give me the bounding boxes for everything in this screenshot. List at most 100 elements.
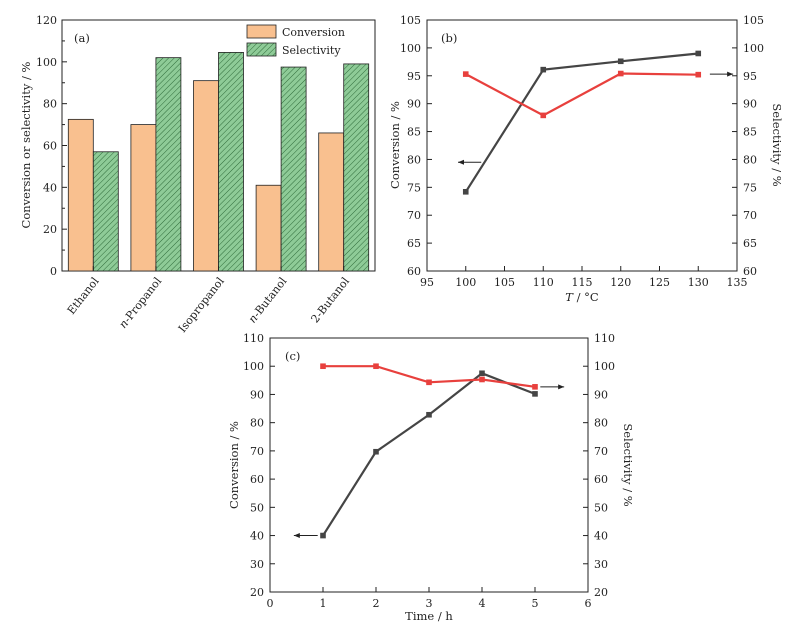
bar-conversion-isopropanol (193, 80, 219, 272)
chart-a-y-tick-label: 120 (36, 14, 57, 27)
chart-c-y-tick-label: 40 (250, 530, 264, 543)
chart-b-x-tick-label: 130 (688, 276, 709, 289)
chart-b-x-tick-label: 125 (649, 276, 670, 289)
bar-selectivity-ethanol (92, 151, 119, 272)
chart-c-point-conversion (320, 532, 326, 539)
chart-b-y-tick-label: 65 (407, 237, 421, 250)
chart-b-y-right-tick-label: 95 (743, 70, 757, 83)
chart-c-y-tick-label: 50 (250, 501, 264, 514)
chart-a-legend: Conversion Selectivity (246, 24, 345, 57)
chart-c-y-right-tick-label: 40 (594, 530, 608, 543)
chart-b-y-right-tick-label: 80 (743, 153, 757, 166)
chart-c-y-tick-label: 30 (250, 558, 264, 571)
chart-c-point-conversion (426, 411, 432, 418)
chart-a-y-tick-label: 0 (50, 265, 57, 278)
bar-conversion-2-butanol (318, 132, 345, 272)
chart-b-y-axis-right-label: Selectivity / % (770, 103, 784, 186)
chart-c-point-selectivity (373, 363, 379, 370)
chart-c-y-right-tick-label: 70 (594, 445, 608, 458)
chart-b-y-right-tick-label: 90 (743, 98, 757, 111)
chart-b-x-tick-label: 105 (494, 276, 515, 289)
chart-b-y-tick-label: 95 (407, 70, 421, 83)
chart-c-point-conversion (373, 448, 379, 455)
chart-c-point-selectivity (426, 379, 432, 386)
chart-a-y-tick-label: 80 (43, 98, 57, 111)
chart-b-x-axis-label: T / °C (565, 290, 599, 304)
chart-a-panel-label: (a) (74, 31, 90, 45)
chart-a-y-tick-label: 60 (43, 140, 57, 153)
chart-b-x-tick-label: 120 (610, 276, 631, 289)
chart-b-y-right-tick-label: 75 (743, 181, 757, 194)
chart-a-x-tick-label: n-Propanol (117, 274, 165, 330)
chart-c-point-selectivity (479, 376, 485, 383)
chart-c-y-tick-label: 20 (250, 586, 264, 599)
chart-c-y-right-tick-label: 100 (594, 360, 615, 373)
bar-conversion-n-propanol (130, 124, 157, 272)
chart-c-y-right-tick-label: 20 (594, 586, 608, 599)
chart-c-y-axis-right-label: Selectivity / % (621, 423, 635, 506)
chart-b-x-tick-label: 110 (533, 276, 554, 289)
chart-b-y-right-tick-label: 70 (743, 209, 757, 222)
chart-c-y-right-tick-label: 60 (594, 473, 608, 486)
bar-selectivity-isopropanol (218, 52, 244, 272)
chart-a-x-tick-label: 2-Butanol (309, 274, 353, 325)
chart-b-x-tick-label: 95 (420, 276, 434, 289)
legend-swatch-conversion (246, 24, 277, 39)
x-tick-label-text: Ethanol (65, 274, 102, 317)
chart-c-x-tick-label: 2 (373, 597, 380, 610)
x-tick-label-text: Isopropanol (176, 274, 227, 335)
chart-c-panel-label: (c) (285, 349, 300, 363)
chart-a-x-axis: Ethanol n-Propanol Isopropanol n-Butanol 2-B… (65, 266, 353, 335)
bar-selectivity-2-butanol (343, 63, 370, 272)
chart-a-bars (67, 52, 370, 272)
chart-b-point-conversion (462, 188, 469, 195)
chart-a-y-axis-label: Conversion or selectivity / % (19, 61, 33, 228)
chart-b-y-axis-label: Conversion / % (388, 101, 402, 189)
chart-b-x-axis-label-unit: / °C (573, 290, 599, 304)
chart-c-x-tick-label: 6 (585, 597, 592, 610)
legend-swatch-selectivity (246, 42, 277, 57)
chart-b-y-tick-label: 90 (407, 98, 421, 111)
chart-b-y-right-tick-label: 100 (743, 42, 764, 55)
chart-b-plot-frame (426, 19, 738, 272)
chart-a-y-tick-label: 100 (36, 56, 57, 69)
chart-b-line-conversion (464, 52, 699, 193)
chart-c-arrow-right-head (558, 384, 565, 390)
chart-c-axes: 0 1 2 3 4 5 6203040506070809010011020304050607… (243, 332, 615, 610)
chart-c-x-tick-label: 0 (267, 597, 274, 610)
chart-c-x-tick-label: 5 (532, 597, 539, 610)
chart-c-arrow-left-head (293, 533, 300, 539)
chart-a-x-tick-label: Isopropanol (176, 274, 227, 335)
chart-c-y-tick-label: 90 (250, 388, 264, 401)
chart-a-y-tick-label: 20 (43, 223, 57, 236)
chart-b-arrow-right-head (727, 71, 734, 77)
chart-b-point-selectivity (695, 71, 702, 78)
chart-b-point-conversion (540, 66, 547, 73)
chart-c-series (293, 363, 565, 539)
chart-b-x-tick-label: 135 (727, 276, 748, 289)
chart-a-x-tick-label: Ethanol (65, 274, 102, 317)
chart-b-arrow-left-head (458, 159, 464, 165)
chart-c-point-selectivity (532, 384, 538, 390)
x-tick-label-text: 2-Butanol (309, 274, 353, 325)
chart-b-y-tick-label: 85 (407, 126, 421, 139)
chart-c-x-tick-label: 3 (426, 597, 433, 610)
x-tick-label-text: -Butanol (250, 274, 290, 319)
chart-b-series (458, 50, 734, 195)
chart-a-y-tick-label: 40 (43, 181, 57, 194)
chart-b-line-selectivity (465, 72, 699, 117)
chart-b-y-tick-label: 105 (400, 14, 421, 27)
chart-c-point-selectivity (320, 363, 326, 370)
chart-b-point-conversion (695, 50, 702, 57)
chart-a: 0 20 40 60 80 100 120 Ethanol n-Propanol Isoprop… (19, 14, 376, 335)
chart-a-x-tick-label: n-Butanol (246, 274, 290, 325)
chart-b-point-selectivity (617, 70, 624, 77)
chart-b-point-selectivity (540, 112, 547, 119)
chart-c-y-tick-label: 60 (250, 473, 264, 486)
chart-c-x-axis-label: Time / h (405, 609, 453, 623)
chart-b-y-right-tick-label: 65 (743, 237, 757, 250)
chart-b-y-tick-label: 80 (407, 153, 421, 166)
chart-c-line-conversion (322, 372, 536, 537)
chart-b-point-conversion (617, 58, 624, 65)
